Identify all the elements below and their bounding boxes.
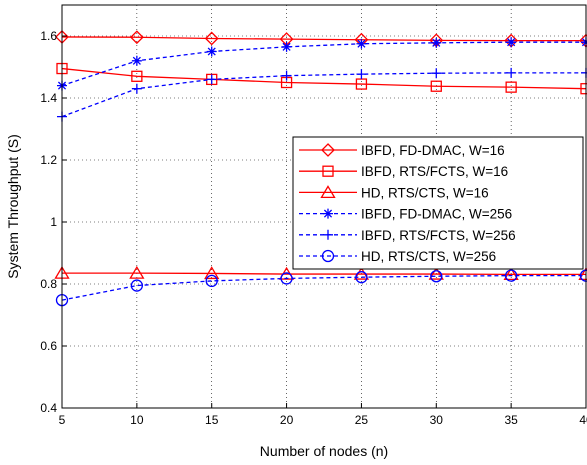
- y-tick-label: 1.6: [40, 29, 57, 43]
- data-point: [431, 37, 442, 48]
- data-point: [131, 83, 142, 94]
- x-tick-label: 25: [355, 413, 369, 427]
- legend-label: HD, RTS/CTS, W=256: [361, 249, 496, 264]
- data-point: [505, 81, 517, 93]
- legend-label: HD, RTS/CTS, W=16: [361, 185, 489, 200]
- series-line: [61, 67, 587, 90]
- legend-entry: IBFD, FD-DMAC, W=16: [299, 143, 505, 158]
- data-point: [506, 67, 517, 78]
- legend-entry: IBFD, RTS/FCTS, W=16: [299, 164, 508, 179]
- data-point: [206, 74, 217, 85]
- data-point: [205, 274, 218, 288]
- legend-label: IBFD, RTS/FCTS, W=256: [361, 228, 516, 243]
- y-tick-label: 1.4: [40, 91, 57, 105]
- data-point: [130, 279, 144, 292]
- data-point: [129, 30, 144, 45]
- legend-marker: [323, 208, 333, 219]
- data-point: [503, 267, 519, 281]
- data-point: [281, 41, 292, 52]
- data-point: [353, 266, 370, 280]
- x-tick-label: 30: [430, 413, 444, 427]
- legend-label: IBFD, FD-DMAC, W=16: [361, 143, 505, 158]
- x-tick-label: 10: [130, 413, 144, 427]
- data-point: [428, 266, 444, 280]
- series-3: [57, 37, 587, 91]
- legend-marker: [321, 143, 335, 157]
- legend-entry: IBFD, FD-DMAC, W=256: [299, 207, 512, 222]
- data-point: [206, 46, 217, 57]
- data-point: [131, 70, 143, 82]
- data-point: [506, 37, 517, 48]
- x-tick-label: 15: [205, 413, 219, 427]
- series-line: [61, 36, 586, 42]
- data-point: [131, 55, 142, 66]
- legend-box: [292, 136, 584, 270]
- legend-label: IBFD, FD-DMAC, W=256: [361, 207, 512, 222]
- y-axis-label: System Throughput (S): [5, 134, 21, 278]
- x-axis-label: Number of nodes (n): [260, 443, 388, 459]
- legend-label: IBFD, RTS/FCTS, W=16: [361, 164, 508, 179]
- data-point: [204, 266, 220, 280]
- legend-entry: HD, RTS/CTS, W=16: [299, 185, 489, 200]
- x-tick-label: 35: [504, 413, 518, 427]
- series-line: [62, 272, 586, 276]
- legend: IBFD, FD-DMAC, W=16 IBFD, RTS/FCTS, W=16 H…: [292, 136, 584, 270]
- axis-ticks: 5 10 15 20 25 30 35 40 0.4 0.6 0.8 1 1.2 1.4 1.6: [40, 29, 587, 427]
- data-point: [356, 38, 367, 49]
- y-tick-label: 0.4: [40, 401, 57, 415]
- data-point: [430, 270, 443, 283]
- data-point: [281, 70, 292, 81]
- y-tick-label: 0.8: [40, 277, 57, 291]
- legend-entry: HD, RTS/CTS, W=256: [299, 249, 496, 264]
- y-tick-label: 1: [50, 215, 57, 229]
- data-point: [355, 271, 368, 284]
- legend-marker: [321, 249, 335, 263]
- series-line: [61, 41, 586, 87]
- x-tick-label: 20: [280, 413, 294, 427]
- data-point: [129, 265, 145, 279]
- x-tick-label: 40: [579, 413, 587, 427]
- legend-marker: [323, 229, 333, 240]
- legend-marker: [322, 165, 334, 177]
- series-0: [55, 30, 587, 48]
- legend-entry: IBFD, RTS/FCTS, W=256: [299, 228, 516, 243]
- plot-frame: [61, 4, 587, 409]
- data-point: [280, 272, 293, 285]
- data-point: [431, 68, 442, 79]
- y-tick-label: 0.6: [40, 339, 57, 353]
- data-point: [356, 69, 367, 80]
- data-point: [504, 269, 518, 282]
- data-point: [430, 80, 442, 92]
- x-tick-label: 5: [59, 413, 66, 427]
- y-tick-label: 1.2: [40, 153, 57, 167]
- legend-marker: [320, 185, 336, 199]
- series-line: [61, 72, 586, 118]
- data-point: [204, 31, 219, 46]
